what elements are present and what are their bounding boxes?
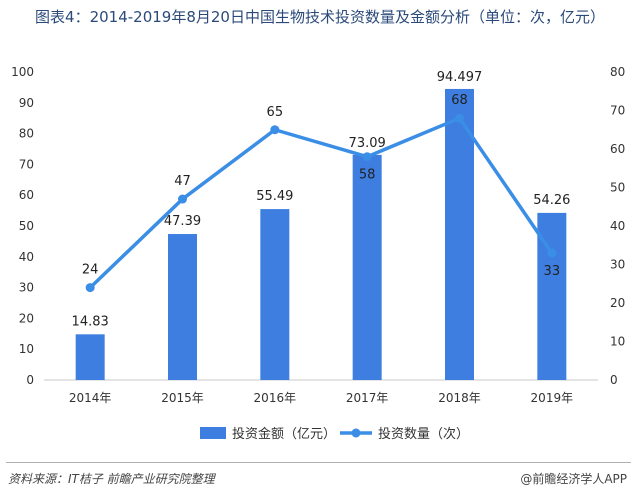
y-right-tick-label: 10 [610,335,625,349]
y-left-tick-label: 0 [26,373,34,387]
y-left-tick-label: 50 [19,219,34,233]
y-right-tick-label: 20 [610,296,625,310]
bar-data-label: 54.26 [533,193,570,208]
line-group [85,113,557,293]
bar [75,334,105,380]
line-data-label: 58 [359,168,376,183]
bar-data-label: 94.497 [437,70,483,85]
y-right-tick-label: 50 [610,181,625,195]
line-series [88,116,554,289]
y-left-tick-label: 70 [19,157,34,171]
data-labels-group: 14.83 47.39 55.49 73.09 94.497 54.26 24 47 65 58 6… [72,70,571,329]
line-data-label: 65 [267,105,284,120]
bar [168,234,197,380]
line-point [547,248,557,258]
y-right-tick-label: 0 [610,373,618,387]
y-right-tick-label: 70 [610,104,625,118]
line-point [178,194,187,204]
bar-data-label: 73.09 [349,136,386,151]
x-tick-label: 2018年 [438,391,481,405]
line-point [270,125,280,135]
x-tick-label: 2016年 [254,391,297,405]
y-left-tick-label: 90 [19,96,34,110]
x-tick-label: 2017年 [346,391,389,405]
x-tick-label: 2019年 [531,391,574,405]
bar-data-label: 47.39 [164,214,201,229]
brand-credit: @前瞻经济学人APP [520,472,627,486]
bar-data-label: 14.83 [72,314,109,329]
y-left-tick-label: 40 [19,250,34,264]
bar-data-label: 55.49 [256,189,293,204]
line-data-label: 33 [544,264,561,279]
x-tick-label: 2014年 [69,391,112,405]
source-note: 资料来源：IT桔子 前瞻产业研究院整理 [8,472,215,486]
y-right-tick-label: 60 [610,142,625,156]
legend-bar-swatch [200,427,226,439]
axes-group: 0 10 20 30 40 50 60 70 80 90 100 0 10 20 30 40 50 60 70 80 2… [11,65,625,405]
y-right-tick-label: 40 [610,219,625,233]
footer-divider [6,462,631,463]
bars-group [75,88,567,380]
y-left-tick-label: 10 [19,342,34,356]
line-point [85,283,95,293]
bar [260,209,290,380]
line-point [362,152,372,162]
bar [445,88,474,380]
legend-line-label: 投资数量（次） [378,426,469,442]
y-right-tick-label: 80 [610,65,625,79]
chart-title: 图表4：2014-2019年8月20日中国生物技术投资数量及金额分析（单位：次，… [35,8,605,26]
bar [352,154,382,380]
y-left-tick-label: 30 [19,281,34,295]
legend-line-marker [351,428,361,438]
y-left-tick-label: 60 [19,188,34,202]
y-left-tick-label: 80 [19,127,34,141]
legend: 投资金额（亿元） 投资数量（次） [200,426,469,442]
x-tick-label: 2015年 [161,391,204,405]
line-point [455,113,464,123]
line-data-label: 24 [82,263,99,278]
y-right-tick-label: 30 [610,258,625,272]
legend-bar-label: 投资金额（亿元） [232,426,336,442]
y-left-tick-label: 20 [19,311,34,325]
y-left-tick-label: 100 [11,65,34,79]
line-data-label: 68 [451,93,468,108]
line-data-label: 47 [174,174,191,189]
